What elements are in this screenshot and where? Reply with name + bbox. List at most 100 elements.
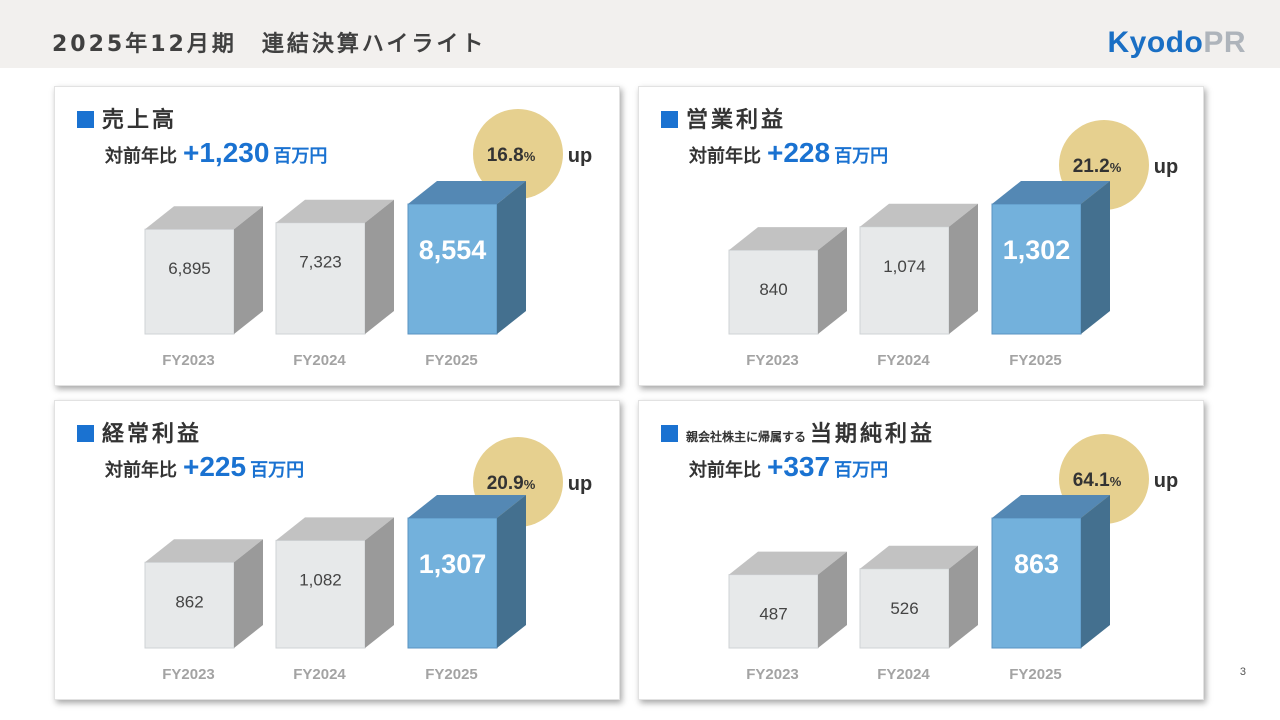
bar-side xyxy=(1081,181,1110,334)
growth-up-label: up xyxy=(1154,156,1178,178)
panel-title: 売上高 xyxy=(77,102,177,134)
bar-fy2025 xyxy=(407,495,526,649)
bar-top xyxy=(145,206,263,230)
bar-front xyxy=(407,203,498,335)
bar-side xyxy=(1081,495,1110,648)
bar-front xyxy=(275,222,366,335)
data-label: 1,302 xyxy=(1003,235,1071,265)
bar-side xyxy=(497,495,526,648)
bar-front xyxy=(859,226,950,335)
category-label: FY2023 xyxy=(746,352,799,369)
bar-fy2024 xyxy=(275,517,394,649)
category-label: FY2023 xyxy=(162,352,215,369)
data-label: 7,323 xyxy=(299,253,342,272)
bar-front xyxy=(728,574,819,649)
bar-side xyxy=(365,199,394,334)
data-label: 487 xyxy=(759,605,787,624)
growth-rate-value: 64.1% xyxy=(1073,470,1122,491)
data-label: 1,074 xyxy=(883,257,926,276)
bar-side xyxy=(234,539,263,648)
bar-side xyxy=(818,227,847,334)
bar-top xyxy=(860,203,978,227)
bar-top xyxy=(276,517,394,541)
category-label: FY2025 xyxy=(1009,352,1062,369)
growth-up-label: up xyxy=(568,473,592,495)
growth-rate-value: 20.9% xyxy=(487,473,536,494)
bar-front xyxy=(407,517,498,649)
bar-front xyxy=(275,539,366,649)
bar-top xyxy=(729,551,847,575)
panel-title: 親会社株主に帰属する 当期純利益 xyxy=(661,416,935,448)
bar-fy2023 xyxy=(728,227,847,335)
panel-title: 経常利益 xyxy=(77,416,202,448)
category-label: FY2023 xyxy=(162,666,215,683)
bar-front xyxy=(991,203,1082,335)
bar-chart-3d: 21.2% up 840 FY2023 1,074 FY2024 1,302 FY2025 xyxy=(728,120,1178,369)
bar-chart-3d: 16.8% up 6,895 FY2023 7,323 FY2024 8,554 FY2025 xyxy=(144,109,592,369)
category-label: FY2023 xyxy=(746,666,799,683)
panel-net-sales: 16.8% up 6,895 FY2023 7,323 FY2024 8,554 FY2025… xyxy=(54,86,620,386)
bar-chart-3d: 20.9% up 862 FY2023 1,082 FY2024 1,307 FY2025 xyxy=(144,437,592,683)
bar-front xyxy=(728,249,819,335)
growth-rate-value: 16.8% xyxy=(487,145,536,166)
bar-side xyxy=(234,206,263,334)
bar-side xyxy=(949,545,978,648)
slide-title: 2025年12月期 連結決算ハイライト xyxy=(52,32,487,57)
yoy-change: 対前年比 +228 百万円 xyxy=(689,137,889,168)
bar-top xyxy=(992,495,1110,518)
yoy-change: 対前年比 +225 百万円 xyxy=(105,451,305,482)
bar-side xyxy=(949,203,978,334)
growth-up-label: up xyxy=(1154,470,1178,492)
bar-side xyxy=(497,181,526,334)
bar-top xyxy=(860,545,978,569)
bar-fy2023 xyxy=(144,539,263,649)
bar-top xyxy=(145,539,263,563)
bar-top xyxy=(408,181,526,204)
data-label: 526 xyxy=(890,599,918,618)
square-bullet-icon xyxy=(77,425,94,442)
data-label: 1,082 xyxy=(299,570,342,589)
data-label: 840 xyxy=(759,280,787,299)
category-label: FY2024 xyxy=(877,666,930,683)
bar-side xyxy=(365,517,394,648)
bar-front xyxy=(991,517,1082,649)
bar-fy2023 xyxy=(144,206,263,335)
panel-net-income: 64.1% up 487 FY2023 526 FY2024 863 FY2025 親会社株主に… xyxy=(638,400,1204,700)
category-label: FY2025 xyxy=(425,666,478,683)
bar-top xyxy=(729,227,847,251)
bar-fy2025 xyxy=(991,181,1110,335)
panel-ordinary-profit: 20.9% up 862 FY2023 1,082 FY2024 1,307 FY2025 経常… xyxy=(54,400,620,700)
bar-front xyxy=(144,228,235,335)
category-label: FY2024 xyxy=(877,352,930,369)
bar-fy2025 xyxy=(407,181,526,335)
slide-header: 2025年12月期 連結決算ハイライト KyodoPR xyxy=(0,0,1280,68)
square-bullet-icon xyxy=(661,425,678,442)
data-label: 1,307 xyxy=(419,549,487,579)
category-label: FY2024 xyxy=(293,666,346,683)
data-label: 6,895 xyxy=(168,259,211,278)
data-label: 862 xyxy=(175,592,203,611)
yoy-change: 対前年比 +1,230 百万円 xyxy=(105,137,328,168)
square-bullet-icon xyxy=(77,111,94,128)
bar-fy2024 xyxy=(275,199,394,335)
square-bullet-icon xyxy=(661,111,678,128)
growth-up-label: up xyxy=(568,145,592,167)
category-label: FY2024 xyxy=(293,352,346,369)
kyodo-pr-logo: KyodoPR xyxy=(1107,26,1246,59)
bar-front xyxy=(144,561,235,649)
panel-title: 営業利益 xyxy=(661,102,786,134)
data-label: 863 xyxy=(1014,549,1059,579)
category-label: FY2025 xyxy=(1009,666,1062,683)
yoy-change: 対前年比 +337 百万円 xyxy=(689,451,889,482)
growth-rate-circle xyxy=(473,109,563,199)
bar-top xyxy=(276,199,394,223)
bar-fy2023 xyxy=(728,551,847,649)
bar-fy2024 xyxy=(859,545,978,649)
bar-top xyxy=(992,181,1110,204)
page-number: 3 xyxy=(1239,666,1246,678)
bar-chart-3d: 64.1% up 487 FY2023 526 FY2024 863 FY2025 xyxy=(728,434,1178,683)
bar-side xyxy=(818,551,847,648)
bar-fy2025 xyxy=(991,495,1110,649)
bar-front xyxy=(859,568,950,649)
growth-rate-value: 21.2% xyxy=(1073,156,1122,177)
